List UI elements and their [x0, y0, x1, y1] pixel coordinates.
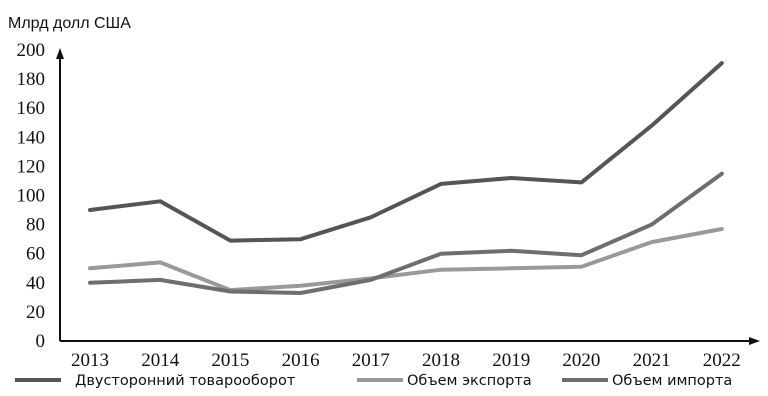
- x-tick-label: 2019: [492, 350, 530, 371]
- x-tick-labels: 2013 2014 2015 2016 2017 2018 2019 2020 2021 2022: [71, 350, 741, 371]
- y-tick-label: 40: [26, 273, 45, 294]
- y-tick-label: 80: [26, 215, 45, 236]
- y-axis-arrow: [56, 48, 64, 59]
- y-tick-label: 60: [26, 244, 45, 265]
- x-axis-arrow: [749, 337, 760, 345]
- legend-label: Объем экспорта: [407, 373, 532, 389]
- series-line: [88, 171, 724, 295]
- legend-label: Двусторонний товарооборот: [75, 373, 296, 389]
- y-axis-unit-label: Млрд долл США: [8, 15, 131, 32]
- x-tick-label: 2016: [282, 350, 320, 371]
- y-tick-label: 200: [17, 40, 46, 61]
- x-tick-label: 2017: [352, 350, 390, 371]
- x-tick-label: 2018: [422, 350, 460, 371]
- series-line: [88, 61, 724, 243]
- y-tick-label: 160: [17, 98, 46, 119]
- x-tick-label: 2022: [703, 350, 741, 371]
- series-lines: [88, 61, 724, 295]
- x-tick-label: 2020: [562, 350, 600, 371]
- y-tick-label: 120: [17, 156, 46, 177]
- x-tick-label: 2021: [633, 350, 671, 371]
- y-tick-label: 20: [26, 302, 45, 323]
- y-tick-label: 0: [36, 331, 46, 352]
- y-tick-label: 140: [17, 127, 46, 148]
- y-tick-label: 100: [17, 186, 46, 207]
- y-tick-labels: 0 20 40 60 80 100 120 140 160 180 200: [17, 40, 46, 352]
- series-line: [88, 227, 724, 293]
- x-tick-label: 2013: [71, 350, 109, 371]
- y-tick-label: 180: [17, 69, 46, 90]
- legend-label: Объем импорта: [612, 373, 732, 389]
- x-tick-label: 2014: [141, 350, 180, 371]
- x-tick-label: 2015: [211, 350, 249, 371]
- legend: Двусторонний товарооборот Объем экспорта О…: [15, 373, 732, 389]
